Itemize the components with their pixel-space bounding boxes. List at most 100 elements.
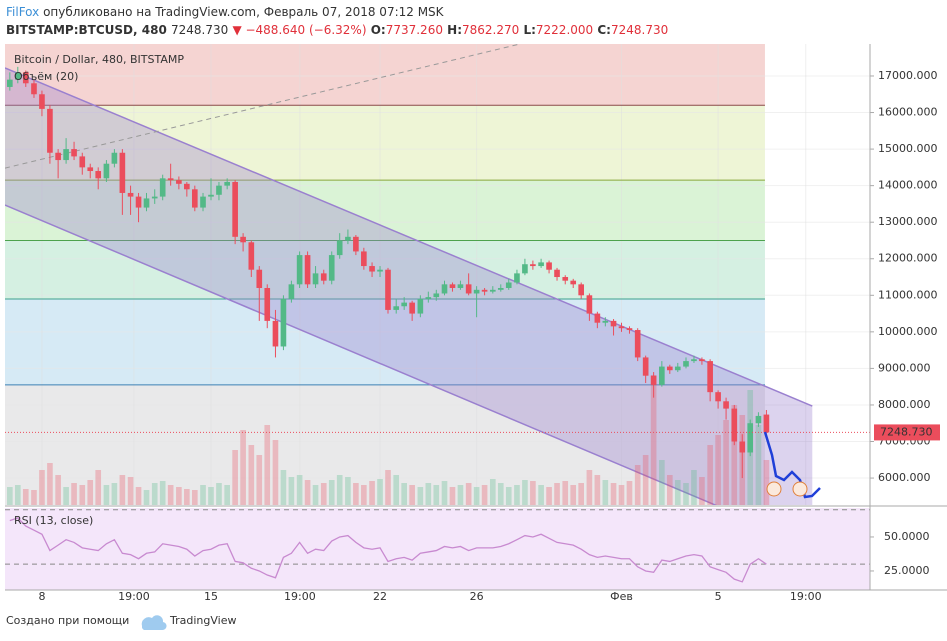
volume-bar <box>659 460 665 505</box>
volume-bar <box>546 487 552 505</box>
volume-bar <box>481 485 488 505</box>
o-value: 7737.260 <box>386 23 443 37</box>
h-label: H: <box>447 23 462 37</box>
author: FilFox <box>6 5 39 19</box>
volume-bar <box>95 470 102 505</box>
volume-bar <box>191 490 198 505</box>
x-tick-label: 19:00 <box>118 590 150 603</box>
volume-bar <box>336 475 343 505</box>
volume-bar <box>497 483 504 505</box>
volume-bar <box>22 489 29 505</box>
projection-path <box>763 431 821 499</box>
volume-bar <box>248 445 255 505</box>
volume-bar <box>409 485 415 505</box>
header-line: FilFox опубликовано на TradingView.com, … <box>6 5 445 19</box>
candle-body <box>385 269 391 310</box>
candle-body <box>393 306 400 310</box>
axes: 6000.0007000.0008000.0009000.00010000.00… <box>5 44 947 603</box>
candle-body <box>642 357 649 376</box>
candle-body <box>489 289 496 292</box>
volume-bar <box>87 480 94 505</box>
x-tick-label: 22 <box>373 590 387 603</box>
candle-body <box>594 313 601 323</box>
candle-body <box>31 83 37 95</box>
candle-body <box>514 273 520 283</box>
x-tick-label: Фев <box>610 590 633 603</box>
volume-bar <box>143 490 150 505</box>
candle-body <box>634 330 641 358</box>
candle-body <box>14 72 21 80</box>
volume-bar <box>55 475 61 505</box>
volume-bar <box>167 485 174 505</box>
candle-body <box>707 361 713 393</box>
volume-bar <box>634 465 641 505</box>
volume-bar <box>63 487 69 505</box>
candle-body <box>176 180 182 184</box>
x-tick-label: 19:00 <box>284 590 316 603</box>
candle-body <box>497 287 504 290</box>
volume-bar <box>699 477 705 505</box>
symbol: BITSTAMP:BTCUSD, 480 <box>6 23 167 37</box>
candle-body <box>562 277 569 281</box>
candle-body <box>151 196 158 199</box>
candle-body <box>666 366 673 371</box>
volume-bar <box>14 485 21 505</box>
volume-bar <box>554 483 560 505</box>
candle-body <box>425 297 432 299</box>
candle-body <box>530 264 536 267</box>
volume-bar <box>119 475 126 505</box>
volume-bar <box>328 480 335 505</box>
volume-bar <box>578 483 585 505</box>
candle-body <box>353 236 359 252</box>
candle-body <box>683 361 689 367</box>
y-tick-label: 9000.000 <box>878 361 931 374</box>
y-tick-label: 12000.000 <box>878 252 938 265</box>
candle-body <box>505 282 512 288</box>
volume-bar <box>570 485 577 505</box>
candle-body <box>55 152 61 161</box>
volume-bar <box>401 483 407 505</box>
candle-body <box>103 163 110 179</box>
candle-body <box>95 171 102 179</box>
candle-body <box>111 152 118 164</box>
rsi-pane <box>5 508 870 590</box>
symbol-line: BITSTAMP:BTCUSD, 480 7248.730 ▼ −488.640… <box>6 23 668 37</box>
volume-bar <box>417 487 424 505</box>
fib-band <box>5 44 765 106</box>
footer-brand[interactable]: TradingView <box>169 614 236 627</box>
candle-body <box>715 392 721 402</box>
candle-body <box>7 79 13 87</box>
volume-bar <box>31 490 37 505</box>
volume-bar <box>385 470 391 505</box>
candle-body <box>296 255 303 285</box>
rsi-tick-label: 50.0000 <box>884 530 930 543</box>
volume-bar <box>610 483 617 505</box>
candle-body <box>240 236 246 243</box>
footer-text: Создано при помощи <box>6 614 129 627</box>
volume-bar <box>562 481 569 505</box>
y-tick-label: 13000.000 <box>878 215 938 228</box>
volume-bar <box>264 425 271 505</box>
volume-bar <box>296 475 303 505</box>
h-value: 7862.270 <box>462 23 519 37</box>
candle-body <box>570 280 577 285</box>
volume-bar <box>626 481 633 505</box>
volume-bar <box>280 470 287 505</box>
y-tick-label: 15000.000 <box>878 142 938 155</box>
candle-body <box>674 366 681 371</box>
volume-bar <box>522 480 528 505</box>
brand-logo <box>141 615 167 631</box>
candle-body <box>256 269 263 288</box>
candle-body <box>473 289 480 294</box>
candle-body <box>304 255 311 285</box>
candle-body <box>71 149 77 157</box>
candle-body <box>328 255 335 281</box>
candle-body <box>248 242 255 270</box>
candle-body <box>159 178 166 197</box>
candle-body <box>232 181 238 237</box>
candle-body <box>449 284 456 288</box>
volume-bar <box>425 483 432 505</box>
volume-bar <box>457 485 464 505</box>
candle-body <box>586 295 593 314</box>
candle-body <box>312 273 319 285</box>
